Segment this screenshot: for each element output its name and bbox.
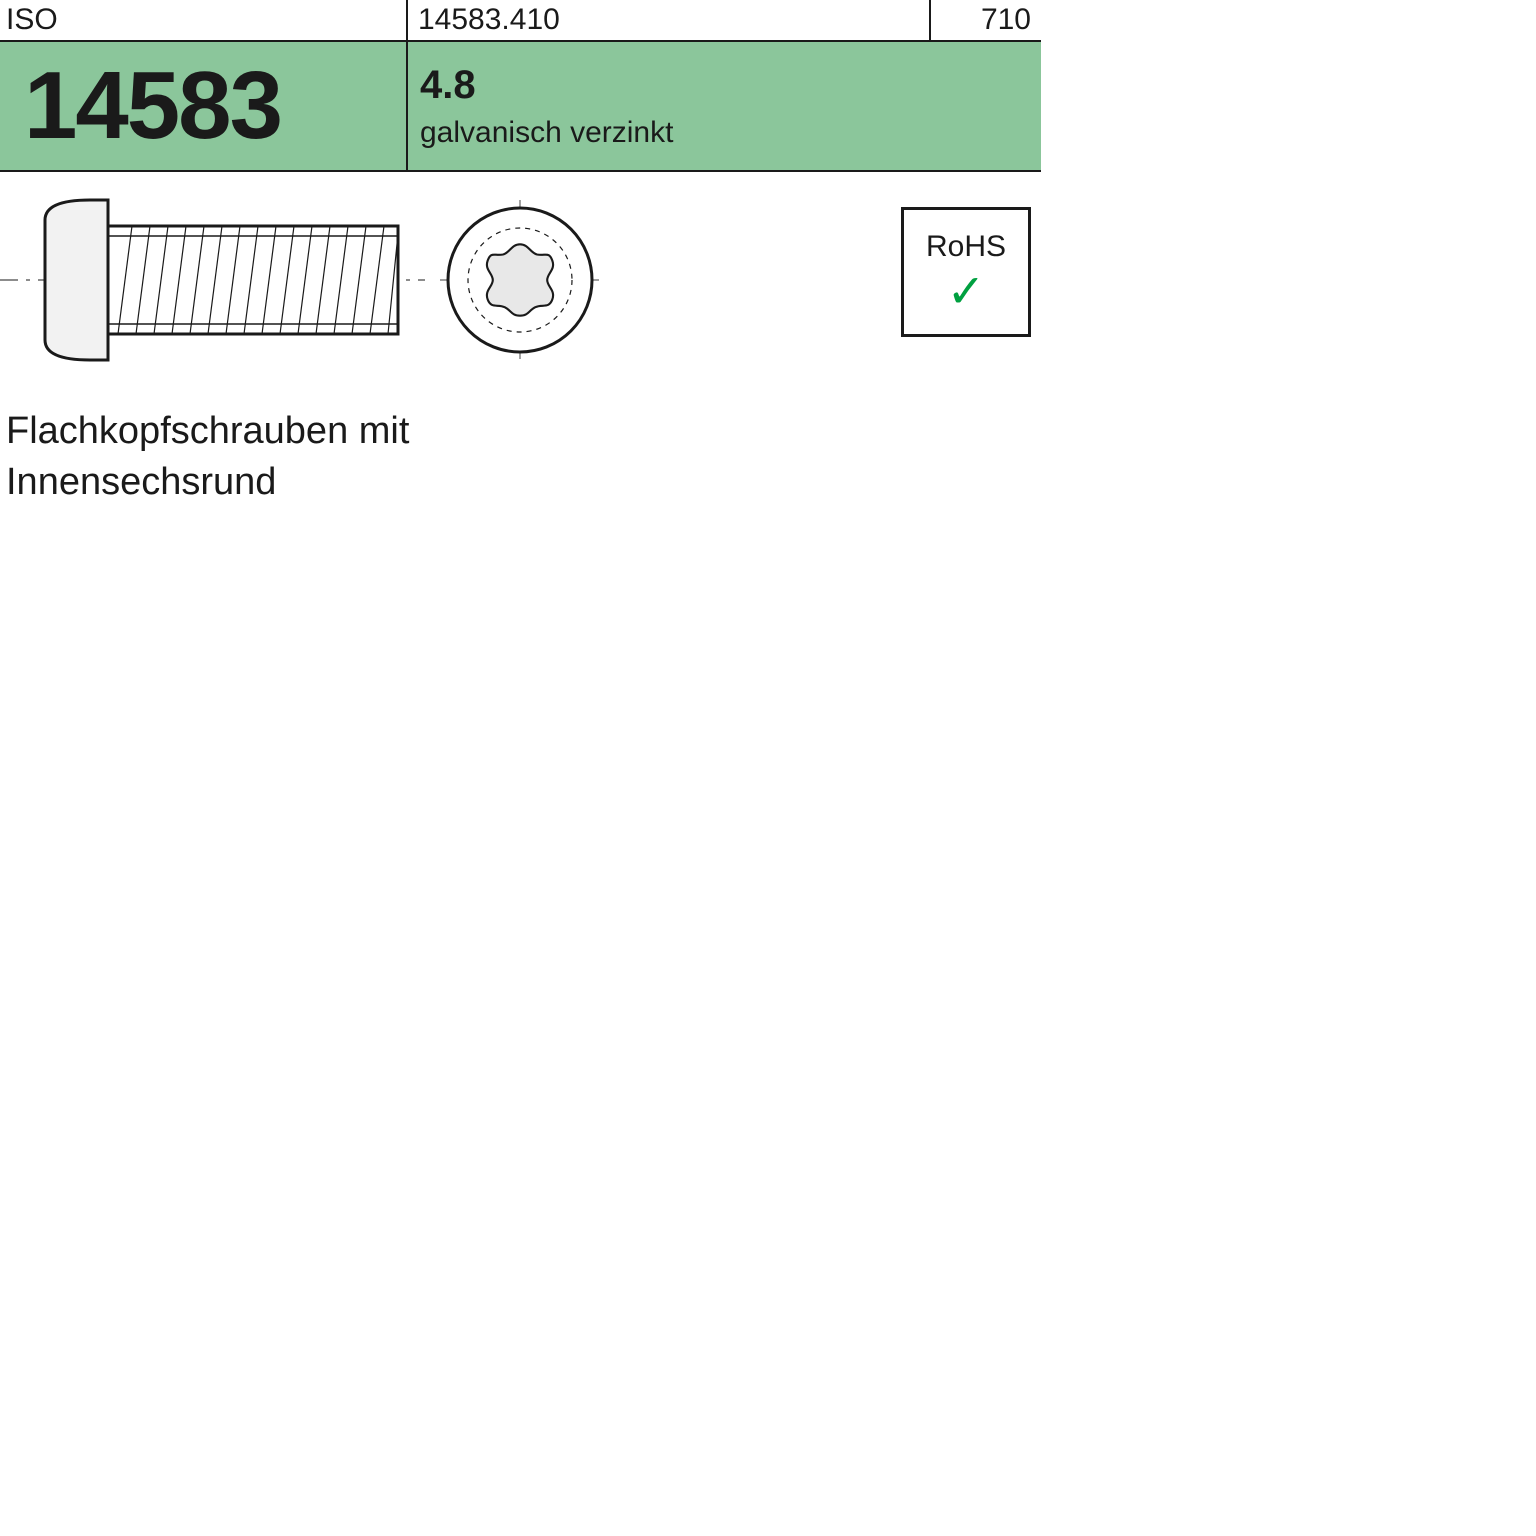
- screw-side-view-icon: [0, 186, 425, 374]
- standard-band: 14583 4.8 galvanisch verzinkt: [0, 42, 1041, 172]
- header-code-cell: 14583.410: [408, 0, 931, 40]
- description-line-2: Innensechsrund: [6, 457, 1035, 508]
- header-iso-cell: ISO: [0, 0, 408, 40]
- standard-info-cell: 4.8 galvanisch verzinkt: [408, 42, 1041, 170]
- property-class: 4.8: [420, 63, 1041, 108]
- header-row: ISO 14583.410 710: [0, 0, 1041, 42]
- rohs-badge: RoHS ✓: [901, 207, 1031, 337]
- header-iso-label: ISO: [6, 3, 58, 37]
- rohs-label: RoHS: [926, 230, 1006, 264]
- header-page-cell: 710: [931, 0, 1041, 40]
- drawing-row: RoHS ✓: [0, 172, 1041, 392]
- standard-number-cell: 14583: [0, 42, 408, 170]
- description-block: Flachkopfschrauben mit Innensechsrund: [0, 392, 1041, 509]
- header-std-code: 14583.410: [418, 3, 560, 37]
- screw-front-view-icon: [440, 200, 600, 360]
- rohs-check-icon: ✓: [947, 268, 986, 314]
- description-line-1: Flachkopfschrauben mit: [6, 406, 1035, 457]
- header-page-code: 710: [981, 3, 1031, 37]
- finish-text: galvanisch verzinkt: [420, 116, 1041, 150]
- standard-number: 14583: [24, 51, 281, 161]
- datasheet-page: ISO 14583.410 710 14583 4.8 galvanisch v…: [0, 0, 1041, 1041]
